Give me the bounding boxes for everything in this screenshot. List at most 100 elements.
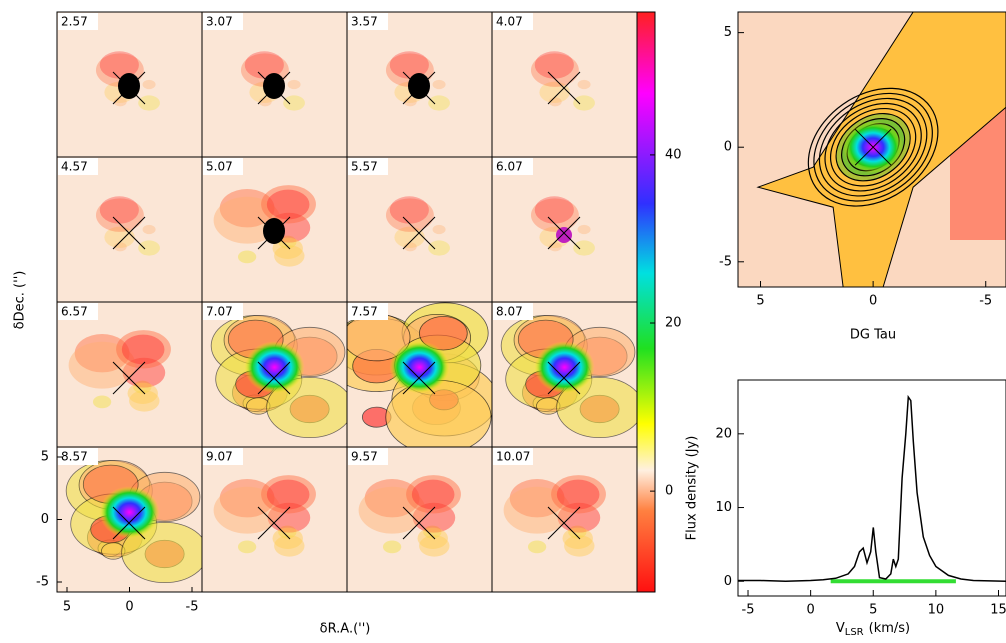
channel-panel xyxy=(347,157,492,302)
y-tick-label: -5 xyxy=(36,575,49,590)
emission xyxy=(122,357,166,388)
emission-core xyxy=(263,73,285,99)
x-tick-label: 5 xyxy=(63,600,71,615)
panel-bg xyxy=(492,12,637,157)
map-frame xyxy=(737,11,1006,288)
emission xyxy=(419,316,468,351)
emission-core xyxy=(99,486,160,539)
emission xyxy=(423,525,442,539)
y-tick-label: 5 xyxy=(41,450,49,465)
x-tick-label: -5 xyxy=(979,294,992,309)
emission xyxy=(564,535,595,557)
channel-label: 6.57 xyxy=(61,305,88,319)
channel-label: 10.07 xyxy=(496,450,530,464)
marker-cross xyxy=(854,128,892,166)
emission xyxy=(568,525,587,539)
y-tick-label: 10 xyxy=(715,500,732,515)
emission xyxy=(573,240,595,256)
channel-label: 2.57 xyxy=(61,15,88,29)
emission xyxy=(551,475,606,514)
emission xyxy=(411,479,455,510)
marker-cross xyxy=(547,361,581,395)
emission-core xyxy=(118,73,140,99)
channel-panel xyxy=(202,12,347,157)
x-tick-label: -5 xyxy=(186,600,199,615)
contour xyxy=(829,107,917,187)
emission xyxy=(358,486,426,534)
label-bg xyxy=(203,303,243,320)
marker-cross xyxy=(547,506,581,540)
emission xyxy=(412,502,456,533)
emission xyxy=(428,240,450,256)
emission xyxy=(99,196,139,224)
label-bg xyxy=(493,13,533,30)
emission xyxy=(127,382,158,404)
emission xyxy=(261,475,316,514)
x-tick-label: 5 xyxy=(756,294,764,309)
channel-label: 4.57 xyxy=(61,160,88,174)
emission xyxy=(534,51,574,79)
emission xyxy=(406,475,461,514)
x-label-unit: (km/s) xyxy=(869,621,911,636)
emission xyxy=(104,226,135,248)
x-label-sub: LSR xyxy=(845,627,864,638)
emission xyxy=(244,51,284,79)
channel-label: 3.07 xyxy=(206,15,233,29)
marker-cross xyxy=(257,216,291,250)
emission xyxy=(266,376,347,439)
x-tick-label: 0 xyxy=(125,600,133,615)
label-bg xyxy=(348,448,388,465)
channel-panel xyxy=(492,302,637,447)
channel-panel xyxy=(347,302,492,447)
channel-panel xyxy=(492,157,637,302)
channel-panel xyxy=(202,302,347,447)
marker-cross xyxy=(257,506,291,540)
emission xyxy=(417,527,448,549)
channel-panel xyxy=(202,157,347,302)
emission xyxy=(419,535,450,557)
label-bg xyxy=(58,303,98,320)
channel-panel xyxy=(57,302,202,447)
emission xyxy=(364,479,420,518)
marker-cross xyxy=(112,216,146,250)
emission xyxy=(237,250,257,264)
label-bg xyxy=(58,448,98,465)
colorbar-tick-label: 20 xyxy=(665,316,682,331)
panel-bg xyxy=(347,447,492,592)
channel-label: 8.07 xyxy=(496,305,523,319)
x-tick-label: 15 xyxy=(990,603,1006,618)
map-title: DG Tau xyxy=(850,328,896,343)
channel-label: 6.07 xyxy=(496,160,523,174)
emission-core xyxy=(534,341,595,394)
y-axis-label: δDec. ('') xyxy=(13,271,28,330)
channel-label: 7.57 xyxy=(351,305,378,319)
panel-bg xyxy=(57,302,202,447)
channel-panel xyxy=(57,157,202,302)
x-tick-label: 0 xyxy=(869,294,877,309)
emission-core xyxy=(389,341,450,394)
channel-label: 7.07 xyxy=(206,305,233,319)
label-bg xyxy=(348,303,388,320)
x-tick-label: 5 xyxy=(869,603,877,618)
contour xyxy=(818,97,928,197)
marker-cross xyxy=(402,216,436,250)
emission xyxy=(219,479,275,518)
marker-cross xyxy=(402,71,436,105)
emission xyxy=(92,395,112,409)
emission xyxy=(121,521,202,584)
label-bg xyxy=(493,303,533,320)
emission xyxy=(577,79,591,90)
channel-panel xyxy=(347,12,492,157)
emission xyxy=(116,330,171,369)
emission xyxy=(278,235,297,249)
x-axis-label: δR.A.('') xyxy=(320,622,371,637)
emission xyxy=(138,240,160,256)
label-bg xyxy=(58,158,98,175)
panel-bg xyxy=(347,157,492,302)
emission xyxy=(556,376,637,439)
emission xyxy=(138,95,160,111)
label-bg xyxy=(203,448,243,465)
emission xyxy=(261,185,316,224)
emission-core xyxy=(408,73,430,99)
label-bg xyxy=(348,158,388,175)
